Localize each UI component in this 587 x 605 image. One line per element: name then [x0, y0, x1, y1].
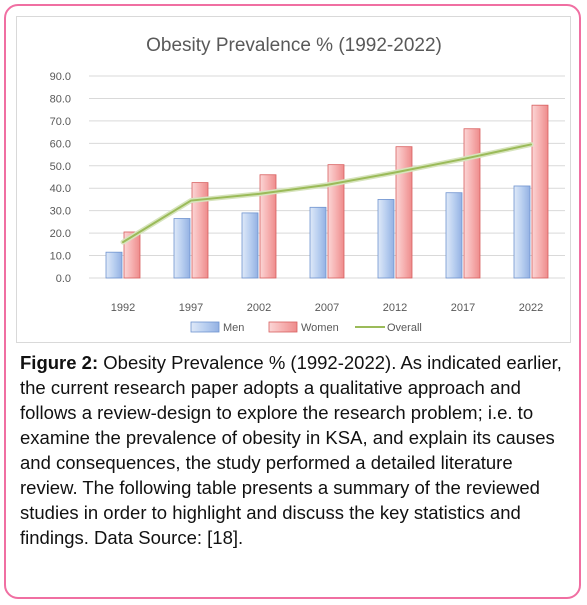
bar-women-2007 [327, 164, 345, 279]
y-tick-label: 90.0 [50, 71, 71, 83]
x-tick-label: 1997 [179, 302, 203, 314]
legend-label-overall: Overall [387, 322, 422, 334]
legend-label-women: Women [301, 322, 339, 334]
caption-text: Obesity Prevalence % (1992-2022). As ind… [20, 352, 562, 548]
caption-label: Figure 2: [20, 352, 99, 373]
y-tick-label: 80.0 [50, 93, 71, 105]
chart-title: Obesity Prevalence % (1992-2022) [146, 35, 442, 56]
x-tick-label: 2007 [315, 302, 339, 314]
x-tick-label: 2002 [247, 302, 271, 314]
bar-men-2017 [445, 192, 463, 279]
y-tick-label: 70.0 [50, 116, 71, 128]
bar-women-1997 [191, 182, 209, 279]
obesity-chart: Obesity Prevalence % (1992-2022) 0.0 10.0… [50, 35, 565, 334]
y-tick-label: 50.0 [50, 161, 71, 173]
y-tick-label: 10.0 [50, 251, 71, 263]
y-tick-label: 30.0 [50, 206, 71, 218]
bar-men-1992 [105, 251, 123, 279]
legend-label-men: Men [223, 322, 244, 334]
chart-area: Obesity Prevalence % (1992-2022) 0.0 10.0… [16, 16, 571, 343]
bar-women-2002 [259, 174, 277, 279]
line-overall [122, 143, 532, 244]
bar-women-2022 [531, 104, 549, 279]
bar-men-2007 [309, 206, 327, 279]
bar-men-1997 [173, 218, 191, 279]
bar-men-2022 [513, 185, 531, 279]
bar-women-2012 [395, 146, 413, 279]
x-tick-label: 2017 [451, 302, 475, 314]
bar-men-2012 [377, 199, 395, 279]
figure-frame: Obesity Prevalence % (1992-2022) 0.0 10.0… [4, 4, 581, 599]
bar-women-2017 [463, 128, 481, 279]
legend-swatch-men [190, 321, 220, 333]
y-tick-label: 40.0 [50, 183, 71, 195]
y-tick-label: 60.0 [50, 138, 71, 150]
legend-swatch-women [268, 321, 298, 333]
y-tick-label: 0.0 [56, 273, 71, 285]
bar-men-2002 [241, 212, 259, 279]
x-tick-label: 2022 [519, 302, 543, 314]
figure-caption: Figure 2: Obesity Prevalence % (1992-202… [20, 350, 572, 550]
x-tick-label: 1992 [111, 302, 135, 314]
x-tick-label: 2012 [383, 302, 407, 314]
y-tick-label: 20.0 [50, 228, 71, 240]
bar-women-1992 [123, 231, 141, 279]
